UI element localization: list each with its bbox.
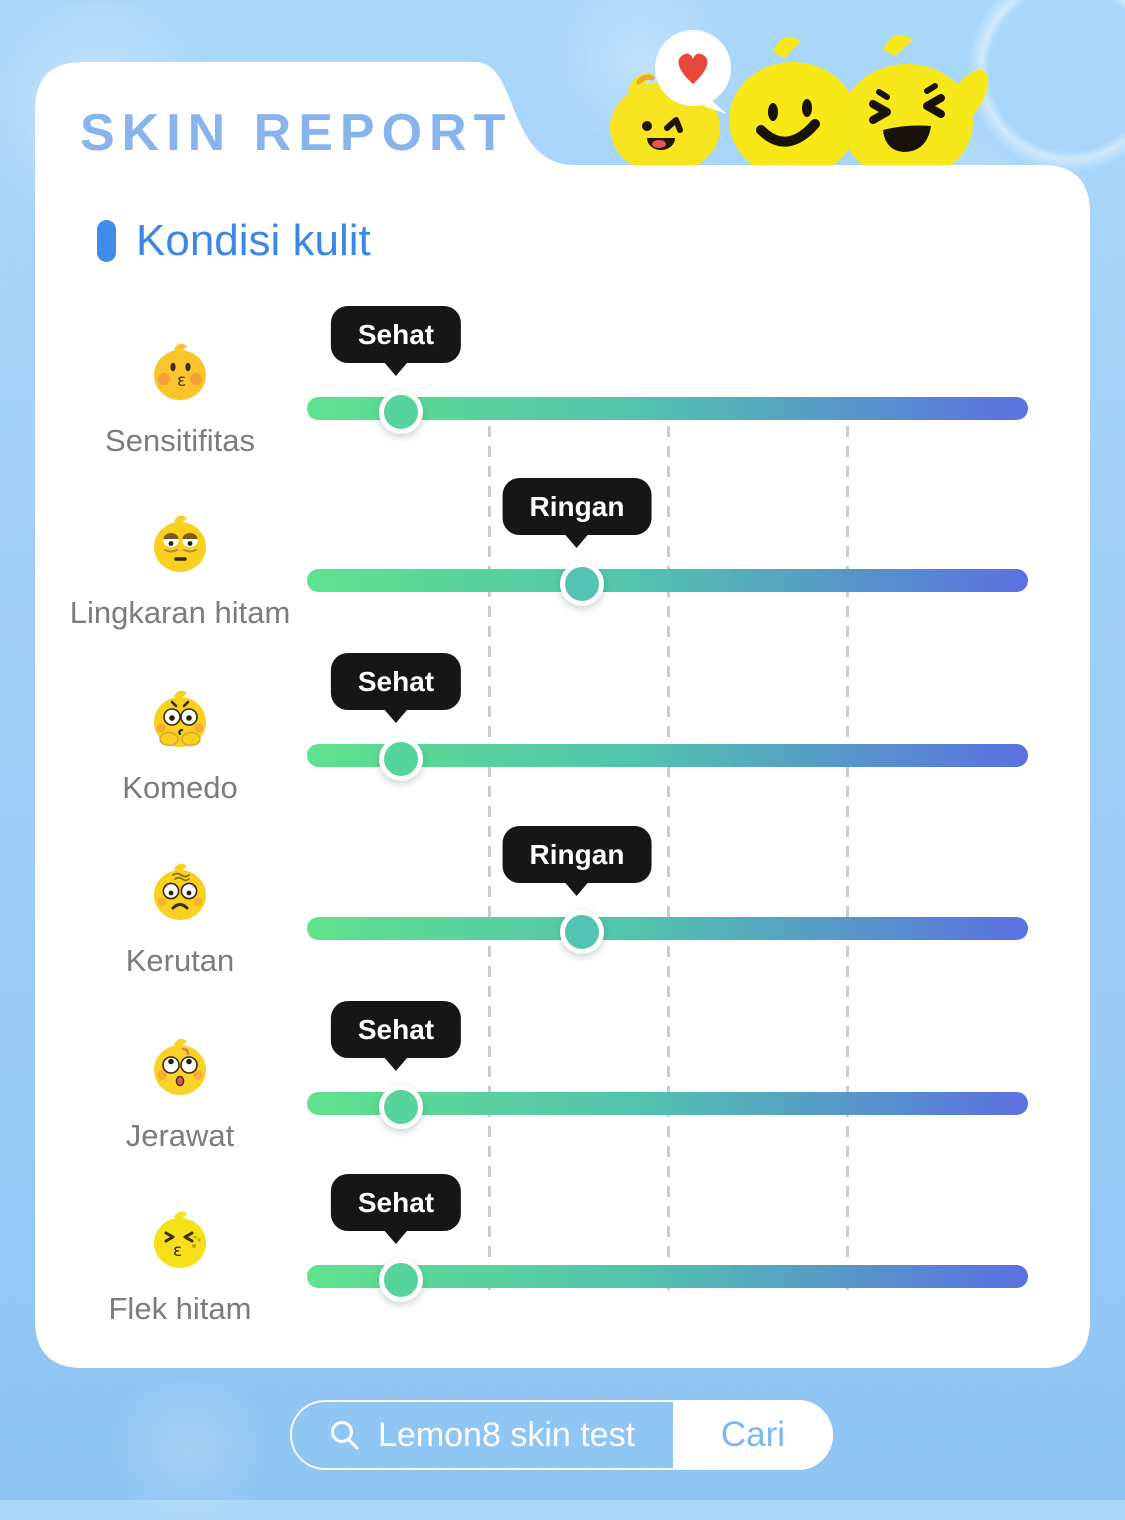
metric-label: Flek hitam	[108, 1291, 252, 1326]
smiling-lemon	[729, 36, 857, 170]
metric-label: Lingkaran hitam	[69, 595, 291, 630]
heart-icon	[678, 53, 708, 84]
worried-wrinkles-lemon-emoji	[154, 863, 206, 920]
page-title: SKIN REPORT	[80, 104, 513, 162]
section-header: Kondisi kulit	[97, 216, 371, 266]
status-text: Ringan	[529, 491, 625, 522]
status-tooltip: Ringan	[502, 826, 652, 883]
status-text: Ringan	[529, 839, 625, 870]
lingkaran-hitam-slider-track[interactable]	[307, 569, 1028, 592]
status-tooltip: Sehat	[330, 306, 462, 363]
status-text: Sehat	[357, 319, 435, 350]
search-submit-button[interactable]: Cari	[673, 1400, 833, 1470]
search-icon	[331, 1421, 359, 1450]
section-title: Kondisi kulit	[136, 216, 371, 265]
metric-label: Jerawat	[125, 1118, 235, 1153]
status-tooltip: Sehat	[330, 1001, 462, 1058]
report-card-background	[35, 62, 1090, 1368]
heart-bubble	[655, 30, 731, 114]
metric-label: Kerutan	[125, 943, 235, 978]
flek-hitam-slider-track[interactable]	[307, 1265, 1028, 1288]
komedo-slider-handle[interactable]	[379, 737, 423, 781]
grid-line-75pct	[846, 426, 849, 1290]
metric-label: Sensitifitas	[105, 423, 255, 458]
kissing-lemon-emoji: ε	[154, 343, 206, 400]
jerawat-slider-track[interactable]	[307, 1092, 1028, 1115]
sensitifitas-slider-handle[interactable]	[379, 390, 423, 434]
grid-line-25pct	[488, 426, 491, 1290]
tired-dark-circles-lemon-emoji	[154, 515, 206, 572]
status-text: Sehat	[357, 666, 435, 697]
laughing-lemon	[841, 34, 989, 170]
grid-line-50pct	[667, 426, 670, 1290]
lemon-mascots	[610, 30, 989, 170]
search-input[interactable]: Lemon8 skin test	[378, 1416, 636, 1454]
svg-text:ε: ε	[173, 1241, 182, 1261]
svg-text:ε: ε	[177, 371, 186, 391]
komedo-slider-track[interactable]	[307, 744, 1028, 767]
status-text: Sehat	[357, 1187, 435, 1218]
search-bar[interactable]: Lemon8 skin test Cari	[290, 1400, 833, 1470]
kerutan-slider-track[interactable]	[307, 917, 1028, 940]
shocked-lemon-emoji	[154, 690, 206, 747]
metric-label: Komedo	[122, 770, 238, 805]
flek-hitam-slider-handle[interactable]	[379, 1258, 423, 1302]
status-text: Sehat	[357, 1014, 435, 1045]
status-tooltip: Sehat	[330, 1174, 462, 1231]
jerawat-slider-handle[interactable]	[379, 1085, 423, 1129]
status-tooltip: Sehat	[330, 653, 462, 710]
section-bullet-icon	[97, 220, 116, 262]
status-tooltip: Ringan	[502, 478, 652, 535]
surprised-lemon-emoji	[154, 1038, 206, 1095]
kerutan-slider-handle[interactable]	[560, 910, 604, 954]
sensitifitas-slider-track[interactable]	[307, 397, 1028, 420]
lingkaran-hitam-slider-handle[interactable]	[560, 562, 604, 606]
kissy-spots-lemon-emoji: ε	[154, 1211, 206, 1268]
